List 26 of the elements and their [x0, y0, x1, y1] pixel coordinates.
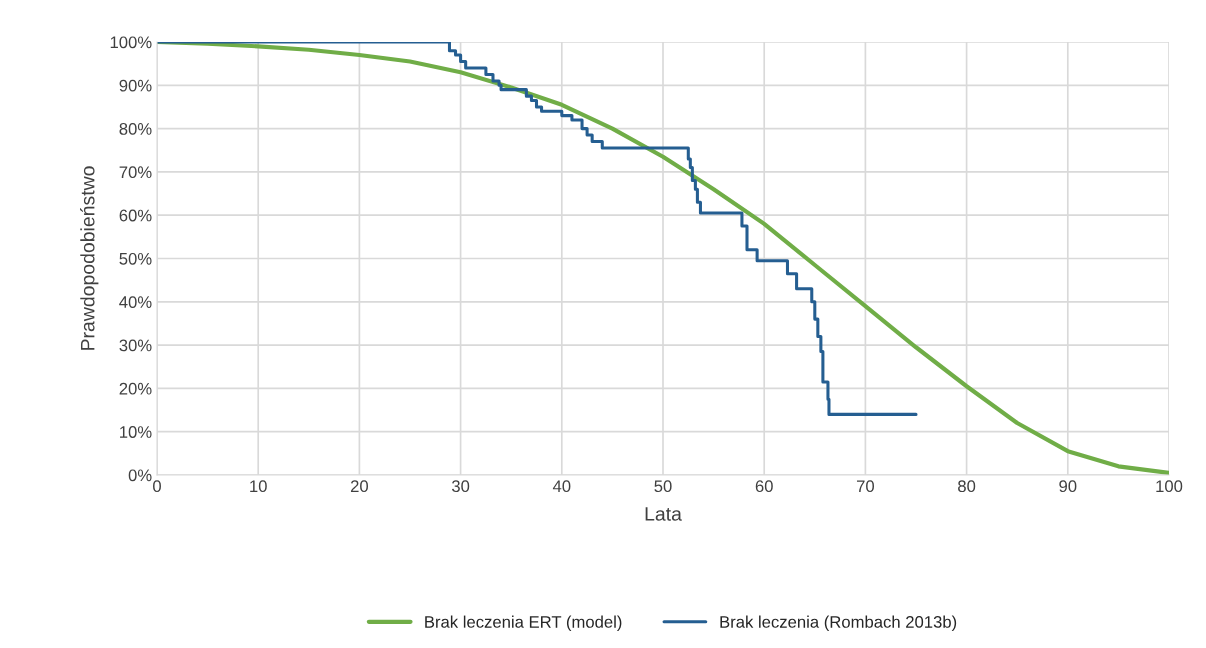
x-tick-label: 40 — [552, 480, 571, 493]
y-tick-label: 20% — [119, 382, 152, 395]
x-tick-label: 0 — [153, 480, 161, 493]
legend-label: Brak leczenia ERT (model) — [425, 615, 622, 632]
y-tick-label: 30% — [119, 339, 152, 352]
y-tick-label: 50% — [119, 252, 152, 265]
x-tick-label: 60 — [755, 480, 773, 493]
y-tick-label: 0% — [128, 469, 152, 482]
x-tick-label: 10 — [250, 480, 267, 493]
x-tick-label: 30 — [451, 480, 470, 493]
x-tick-label: 90 — [1059, 480, 1077, 493]
x-tick-label: 100 — [1156, 480, 1183, 493]
y-tick-label: 60% — [119, 209, 152, 222]
x-tick-label: 80 — [958, 480, 976, 493]
y-tick-label: 100% — [110, 36, 152, 49]
x-tick-label: 20 — [350, 480, 369, 493]
legend-label: Brak leczenia (Rombach 2013b) — [720, 615, 957, 632]
y-tick-label: 90% — [119, 79, 152, 92]
y-tick-label: 70% — [119, 166, 152, 179]
y-tick-label: 40% — [119, 296, 152, 308]
x-tick-label: 50 — [654, 480, 672, 493]
x-tick-label: 70 — [856, 480, 875, 493]
y-axis-title: Prawdopodobieństwo — [80, 166, 99, 350]
y-tick-label: 10% — [120, 426, 152, 438]
x-axis-title: Lata — [645, 507, 682, 521]
y-tick-label: 80% — [119, 123, 152, 135]
